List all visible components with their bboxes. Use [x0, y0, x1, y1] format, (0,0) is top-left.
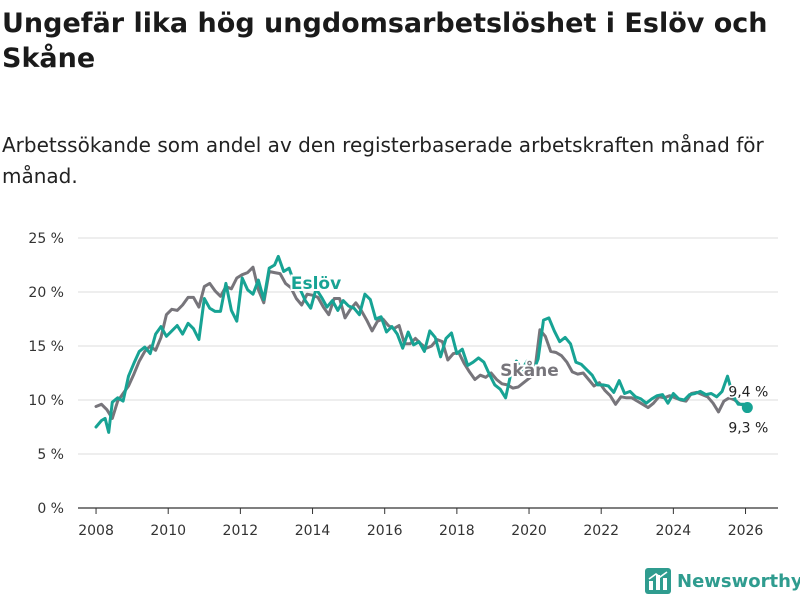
x-tick-label: 2012	[223, 523, 259, 539]
x-tick-label: 2026	[728, 523, 764, 539]
x-tick-label: 2008	[78, 523, 114, 539]
y-tick-label: 20 %	[28, 285, 64, 301]
y-tick-label: 15 %	[28, 339, 64, 355]
x-tick-label: 2020	[511, 523, 547, 539]
x-tick-label: 2018	[439, 523, 475, 539]
y-tick-label: 5 %	[37, 447, 64, 463]
chart-subtitle: Arbetssökande som andel av den registerb…	[2, 133, 764, 188]
x-tick-label: 2016	[367, 523, 403, 539]
series-label-skane: Skåne	[500, 359, 559, 381]
x-tick-label: 2024	[656, 523, 692, 539]
series-line-skane	[94, 265, 749, 420]
end-value-label-eslov: 9,3 %	[728, 421, 768, 437]
y-tick-label: 25 %	[28, 231, 64, 247]
series-end-marker-eslov	[741, 402, 753, 414]
chart-title: Ungefär lika hög ungdomsarbetslöshet i E…	[2, 8, 768, 74]
x-tick-label: 2022	[583, 523, 619, 539]
y-tick-label: 0 %	[37, 501, 64, 517]
brand: Newsworthy	[645, 568, 800, 594]
y-gridlines	[78, 237, 778, 509]
end-value-label-skane: 9,4 %	[728, 384, 768, 400]
series-line-eslov	[94, 254, 749, 434]
brand-name: Newsworthy	[677, 570, 800, 592]
y-tick-label: 10 %	[28, 393, 64, 409]
x-tick-label: 2010	[150, 523, 186, 539]
bar-chart-logo-icon	[645, 568, 671, 594]
axes: 0 % 5 % 10 % 15 % 20 % 25 % 2008 2010 2012 2014 20…	[28, 231, 763, 539]
series-labels: Skåne 9,4 % Eslöv 9,3 %	[289, 272, 770, 438]
x-tick-label: 2014	[295, 523, 331, 539]
series-lines	[94, 254, 749, 434]
series-label-eslov: Eslöv	[291, 274, 341, 294]
